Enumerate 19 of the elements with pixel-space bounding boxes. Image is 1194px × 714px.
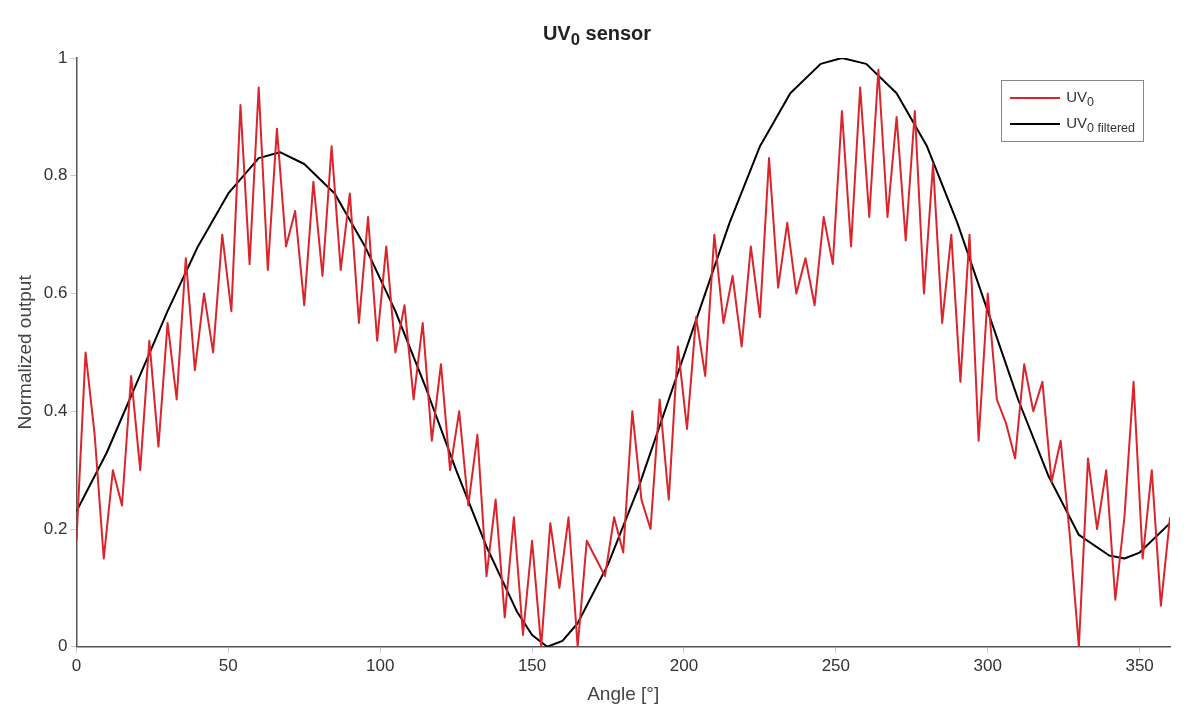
- x-tick-label: 250: [821, 655, 851, 675]
- x-tick-label: 50: [218, 655, 238, 675]
- x-tick-label: 100: [366, 655, 395, 675]
- x-tick-label: 200: [669, 655, 699, 675]
- x-axis-title: Angle [°]: [587, 682, 660, 704]
- x-tick-label: 300: [973, 655, 1002, 675]
- y-tick-label: 1: [57, 47, 68, 67]
- x-tick-label: 350: [1125, 655, 1154, 675]
- legend-label: UV$_{0}$: [1066, 87, 1094, 109]
- x-tick-label: 0: [71, 655, 82, 675]
- chart-title: UV$_{0}$ sensor: [542, 22, 652, 49]
- y-tick-label: 0: [57, 636, 68, 656]
- y-tick-label: 0.4: [43, 400, 68, 420]
- y-tick-label: 0.2: [43, 518, 68, 538]
- y-tick-label: 0.8: [43, 165, 68, 185]
- y-axis-title: Normalized output: [13, 274, 35, 430]
- x-tick-label: 150: [517, 655, 547, 675]
- legend-label: UV$_{0 filtered}$: [1066, 113, 1135, 135]
- y-tick-label: 0.6: [43, 283, 68, 303]
